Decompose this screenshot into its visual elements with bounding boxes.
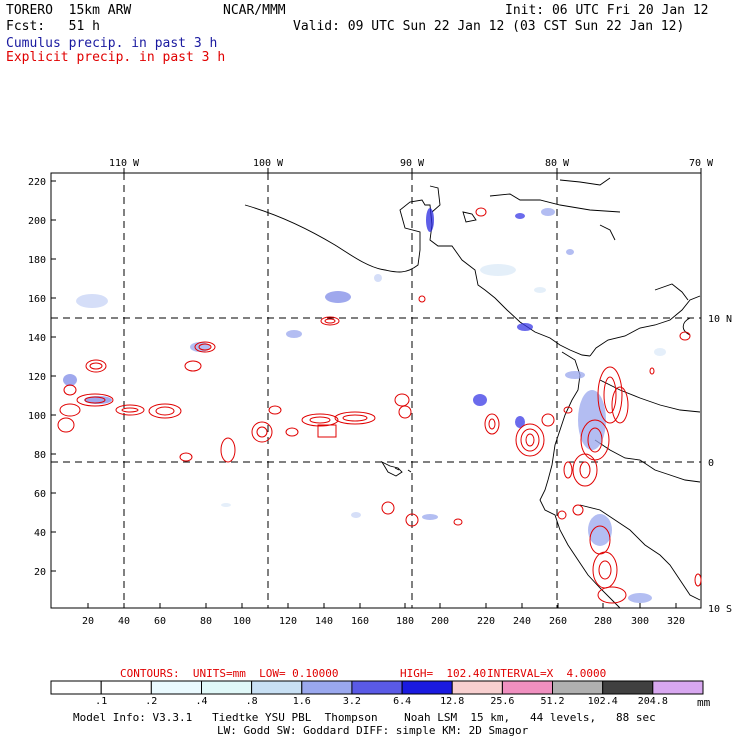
y-tick-label: 200 bbox=[28, 216, 46, 227]
x-tick-label: 320 bbox=[667, 616, 685, 627]
contours-high: HIGH= 102.40 bbox=[400, 667, 487, 680]
colorbar-label: 1.6 bbox=[293, 696, 311, 707]
explicit-precip-contours bbox=[57, 207, 702, 604]
contours-units-low: CONTOURS: UNITS=mm LOW= 0.10000 bbox=[120, 667, 339, 680]
x-tick-label: 100 bbox=[233, 616, 251, 627]
field-cumulus-label: Cumulus precip. in past 3 h bbox=[6, 36, 218, 51]
x-tick-label: 160 bbox=[351, 616, 369, 627]
model-info-line1: Model Info: V3.3.1 Tiedtke YSU PBL Thomp… bbox=[73, 711, 656, 724]
lon-label-70w: 70 W bbox=[689, 158, 714, 169]
x-axis-ticks bbox=[87, 603, 677, 608]
colorbar-label: 6.4 bbox=[393, 696, 411, 707]
y-tick-label: 100 bbox=[28, 411, 46, 422]
x-tick-label: 260 bbox=[549, 616, 567, 627]
lon-tick-marks-top bbox=[123, 168, 702, 173]
field-explicit-label: Explicit precip. in past 3 h bbox=[6, 50, 226, 65]
colorbar-swatch bbox=[652, 680, 704, 695]
colorbar-swatch bbox=[602, 680, 654, 695]
y-tick-label: 40 bbox=[34, 528, 46, 539]
y-tick-label: 160 bbox=[28, 294, 46, 305]
lat-label-10s: 10 S bbox=[708, 604, 732, 615]
x-tick-label: 220 bbox=[477, 616, 495, 627]
lon-label-90w: 90 W bbox=[400, 158, 425, 169]
lat-label-10n: 10 N bbox=[708, 314, 732, 325]
colorbar-swatch bbox=[552, 680, 604, 695]
model-info-line2: LW: Godd SW: Goddard DIFF: simple KM: 2D… bbox=[217, 724, 529, 737]
lat-label-0: 0 bbox=[708, 458, 714, 469]
y-tick-label: 60 bbox=[34, 489, 46, 500]
x-tick-label: 240 bbox=[513, 616, 531, 627]
colorbar-label: 12.8 bbox=[440, 696, 464, 707]
organization: NCAR/MMM bbox=[223, 3, 286, 18]
valid-time: Valid: 09 UTC Sun 22 Jan 12 (03 CST Sun … bbox=[293, 19, 685, 34]
map-frame bbox=[50, 172, 702, 609]
lon-label-80w: 80 W bbox=[545, 158, 570, 169]
graticule bbox=[51, 173, 701, 608]
colorbar-label: .8 bbox=[246, 696, 258, 707]
colorbar-swatch bbox=[301, 680, 353, 695]
colorbar-swatch bbox=[50, 680, 102, 695]
x-tick-label: 180 bbox=[396, 616, 414, 627]
colorbar-label: 102.4 bbox=[588, 696, 618, 707]
contours-interval: INTERVAL=X 4.0000 bbox=[487, 667, 607, 680]
x-tick-label: 280 bbox=[594, 616, 612, 627]
colorbar-swatch bbox=[401, 680, 453, 695]
colorbar-label: .2 bbox=[145, 696, 157, 707]
colorbar-label: .4 bbox=[195, 696, 207, 707]
colorbar bbox=[50, 680, 704, 695]
colorbar-label: 25.6 bbox=[490, 696, 514, 707]
colorbar-label: 51.2 bbox=[540, 696, 564, 707]
colorbar-swatch bbox=[351, 680, 403, 695]
y-tick-label: 140 bbox=[28, 333, 46, 344]
forecast-hour: Fcst: 51 h bbox=[6, 19, 100, 34]
y-axis-ticks bbox=[51, 180, 56, 572]
x-tick-label: 20 bbox=[82, 616, 94, 627]
colorbar-label: .1 bbox=[95, 696, 107, 707]
x-tick-label: 80 bbox=[200, 616, 212, 627]
y-tick-label: 220 bbox=[28, 177, 46, 188]
colorbar-unit: mm bbox=[697, 696, 711, 709]
y-tick-label: 80 bbox=[34, 450, 46, 461]
colorbar-swatch bbox=[451, 680, 503, 695]
y-tick-label: 20 bbox=[34, 567, 46, 578]
colorbar-swatch bbox=[201, 680, 253, 695]
x-tick-label: 40 bbox=[118, 616, 130, 627]
cumulus-precip-shading bbox=[63, 208, 666, 603]
lon-label-110w: 110 W bbox=[109, 158, 140, 169]
x-tick-label: 60 bbox=[154, 616, 166, 627]
colorbar-swatch bbox=[501, 680, 554, 695]
colorbar-swatch bbox=[150, 680, 203, 695]
x-tick-label: 300 bbox=[631, 616, 649, 627]
colorbar-label: 204.8 bbox=[638, 696, 668, 707]
x-tick-label: 200 bbox=[431, 616, 449, 627]
y-tick-label: 180 bbox=[28, 255, 46, 266]
y-tick-label: 120 bbox=[28, 372, 46, 383]
x-tick-label: 140 bbox=[315, 616, 333, 627]
model-name: TORERO 15km ARW bbox=[6, 3, 132, 18]
x-tick-label: 120 bbox=[279, 616, 297, 627]
coastlines bbox=[244, 177, 701, 609]
init-time: Init: 06 UTC Fri 20 Jan 12 bbox=[505, 3, 709, 18]
colorbar-swatch bbox=[100, 680, 152, 695]
colorbar-label: 3.2 bbox=[343, 696, 361, 707]
colorbar-swatch bbox=[251, 680, 303, 695]
lon-label-100w: 100 W bbox=[253, 158, 284, 169]
